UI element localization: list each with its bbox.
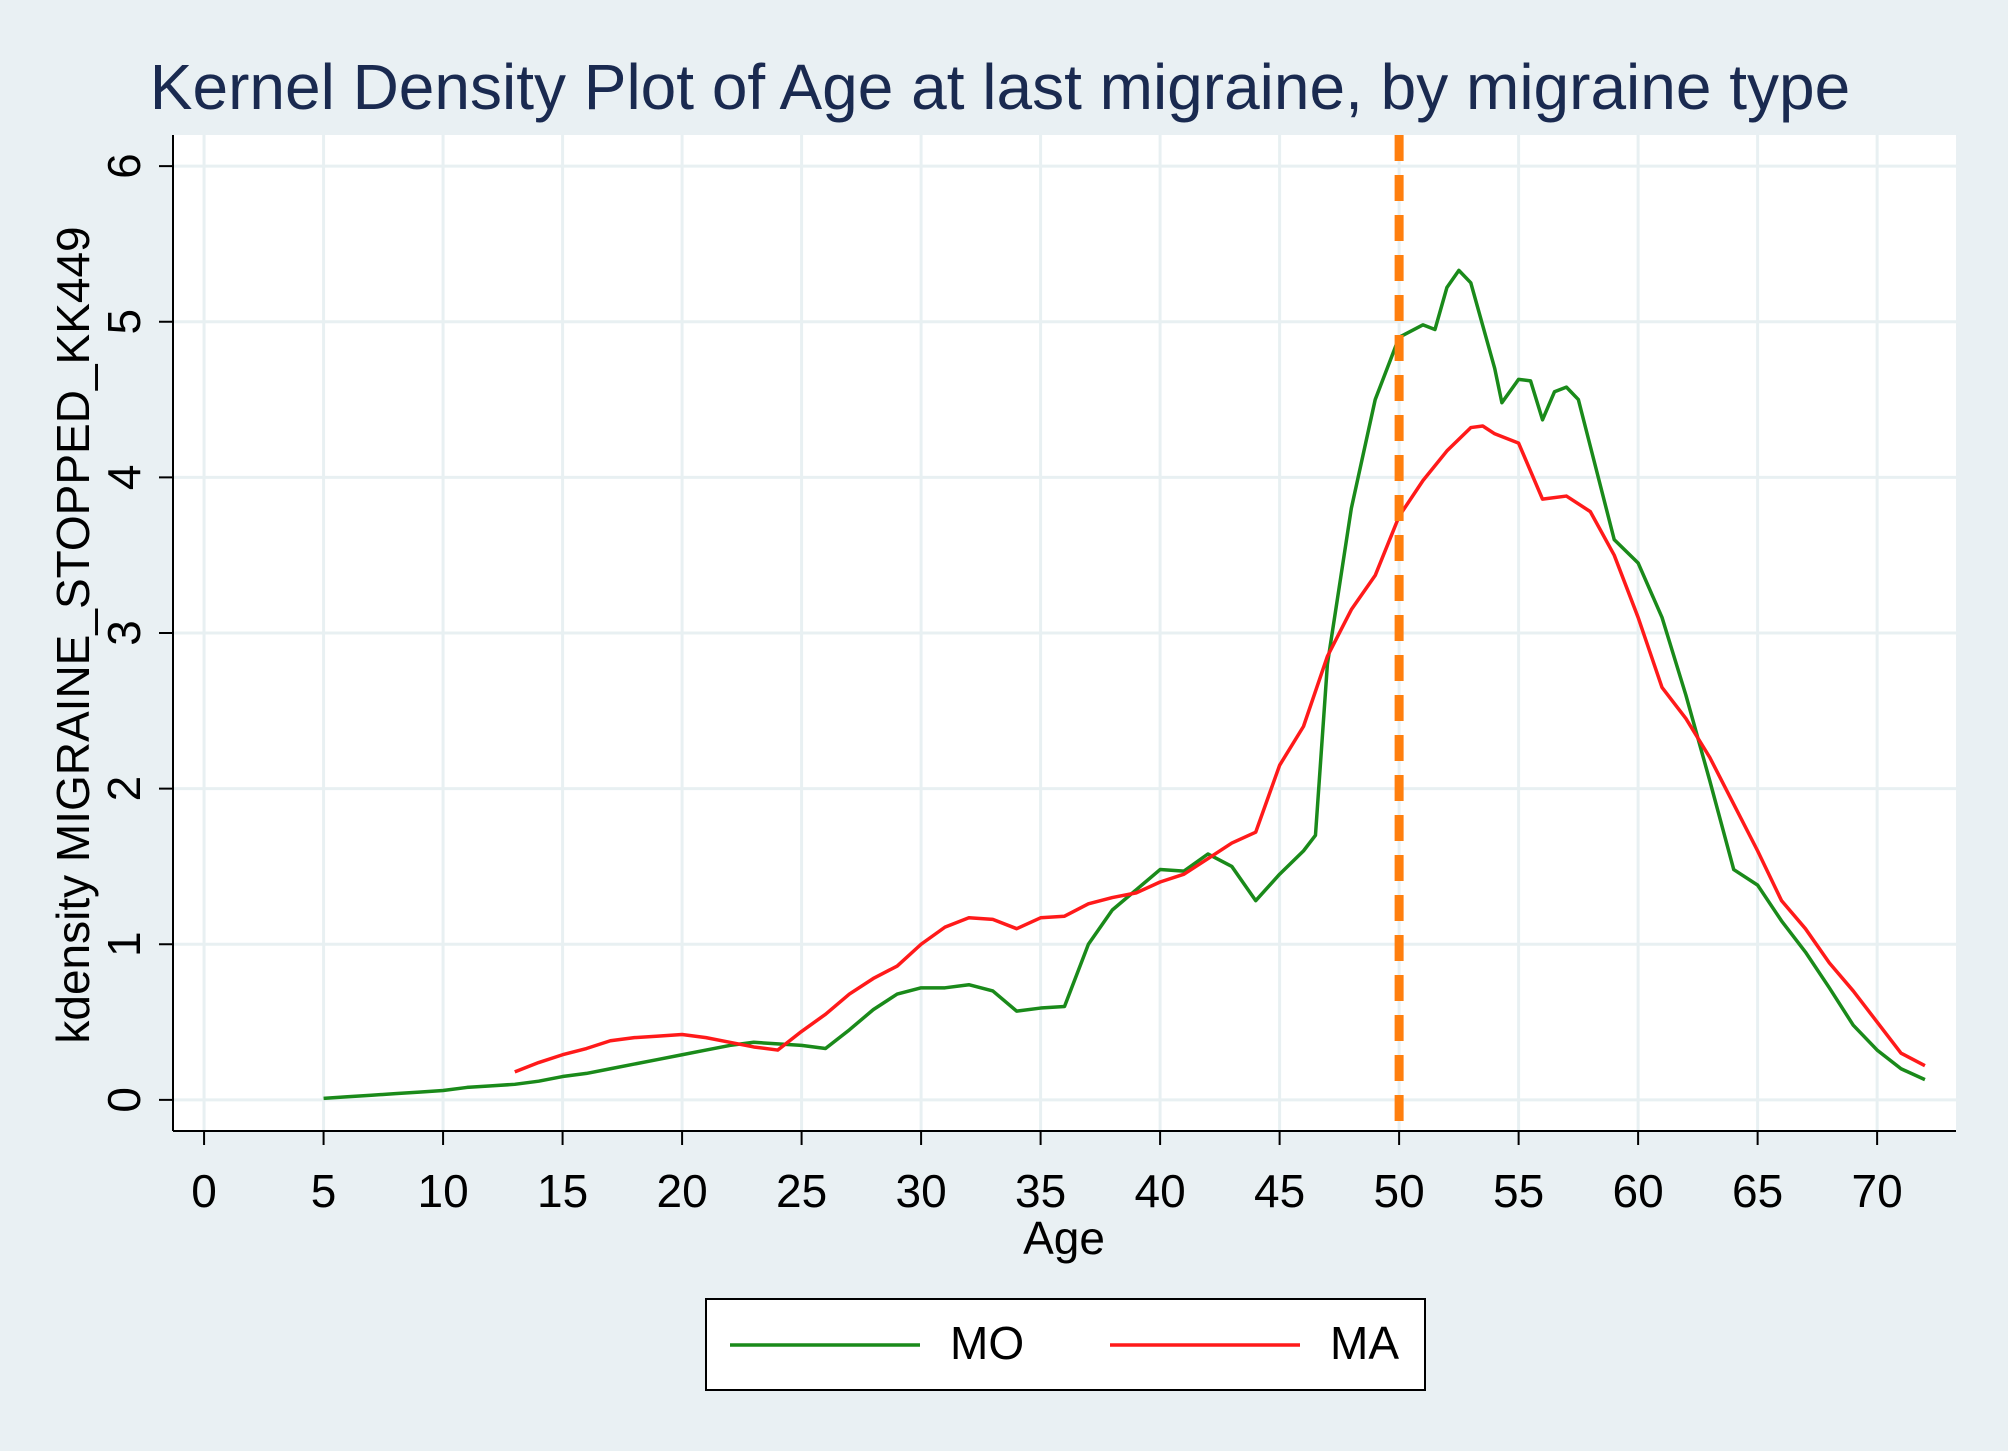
x-tick-label: 60 xyxy=(1613,1165,1664,1217)
x-tick-label: 30 xyxy=(896,1165,947,1217)
x-tick-label: 50 xyxy=(1374,1165,1425,1217)
x-tick-label: 10 xyxy=(417,1165,468,1217)
x-tick-label: 15 xyxy=(537,1165,588,1217)
x-tick-label: 0 xyxy=(191,1165,217,1217)
y-tick-label: 6 xyxy=(98,153,150,179)
x-tick-label: 40 xyxy=(1135,1165,1186,1217)
line-series xyxy=(323,268,1926,1101)
y-tick-label: 5 xyxy=(98,309,150,335)
chart-title: Kernel Density Plot of Age at last migra… xyxy=(150,51,1850,123)
y-tick-label: 0 xyxy=(98,1087,150,1113)
x-tick-label: 35 xyxy=(1015,1165,1066,1217)
x-axis-label: Age xyxy=(1023,1212,1105,1264)
line-series xyxy=(514,424,1926,1074)
x-tick-label: 5 xyxy=(311,1165,337,1217)
y-tick-label: 1 xyxy=(98,931,150,957)
legend-label: MA xyxy=(1330,1317,1399,1369)
x-tick-label: 25 xyxy=(776,1165,827,1217)
y-axis-label: kdensity MIGRAINE_STOPPED_KK449 xyxy=(47,226,99,1043)
x-tick-label: 45 xyxy=(1254,1165,1305,1217)
x-tick-label: 55 xyxy=(1493,1165,1544,1217)
y-tick-label: 2 xyxy=(98,776,150,802)
y-tick-label: 4 xyxy=(98,465,150,491)
legend-label: MO xyxy=(950,1317,1024,1369)
x-tick-label: 65 xyxy=(1732,1165,1783,1217)
x-tick-label: 20 xyxy=(657,1165,708,1217)
x-tick-label: 70 xyxy=(1852,1165,1903,1217)
y-tick-label: 3 xyxy=(98,620,150,646)
